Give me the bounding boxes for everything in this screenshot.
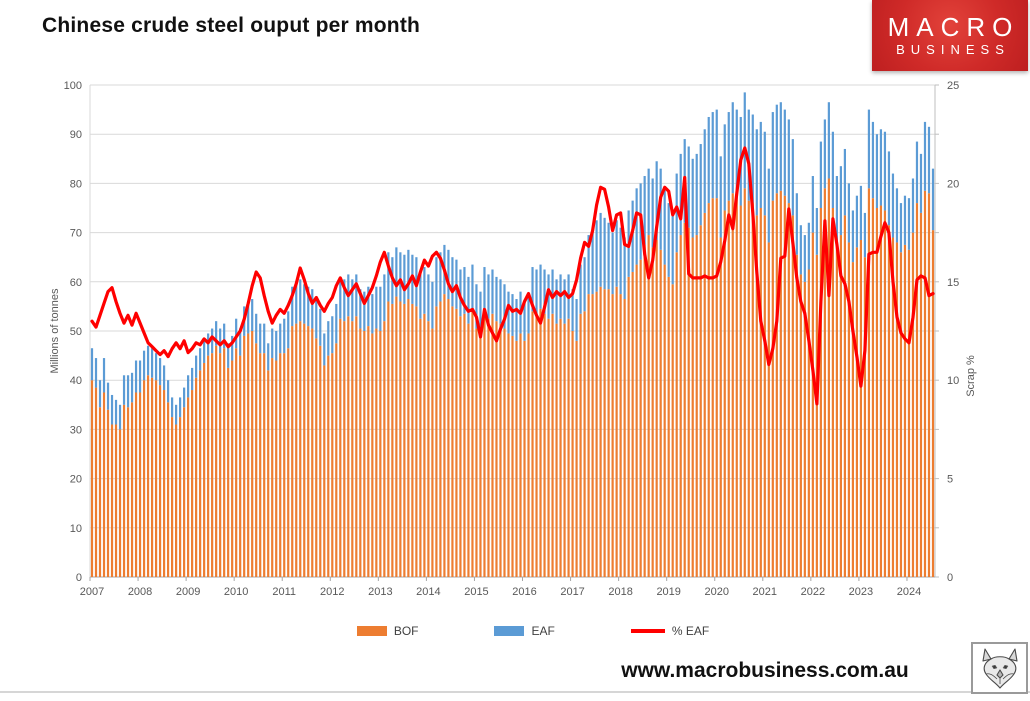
svg-text:70: 70 (70, 228, 82, 240)
svg-text:5: 5 (947, 474, 953, 486)
svg-text:2011: 2011 (272, 586, 296, 598)
svg-text:10: 10 (70, 523, 82, 535)
svg-text:Scrap %: Scrap % (965, 355, 977, 397)
footer-url[interactable]: www.macrobusiness.com.au (621, 659, 909, 682)
svg-text:0: 0 (76, 572, 82, 584)
svg-text:2007: 2007 (80, 586, 104, 598)
wolf-sketch-icon (981, 648, 1018, 689)
svg-text:2014: 2014 (416, 586, 440, 598)
svg-text:2008: 2008 (128, 586, 152, 598)
page-title: Chinese crude steel ouput per month (42, 14, 421, 37)
eaf-pct-line-swatch-icon (630, 629, 665, 633)
svg-text:80: 80 (70, 178, 82, 190)
bof-swatch-icon (356, 626, 387, 636)
eaf-swatch-icon (494, 626, 525, 636)
svg-text:2016: 2016 (512, 586, 536, 598)
svg-text:2023: 2023 (849, 586, 873, 598)
svg-text:2019: 2019 (656, 586, 680, 598)
svg-text:2020: 2020 (704, 586, 728, 598)
svg-text:2009: 2009 (176, 586, 200, 598)
legend-label-bof: BOF (393, 624, 419, 638)
svg-text:2018: 2018 (608, 586, 632, 598)
svg-text:60: 60 (70, 277, 82, 289)
svg-text:2024: 2024 (897, 586, 921, 598)
legend-item-eaf: EAF (494, 624, 555, 638)
wolf-logo (971, 642, 1028, 694)
svg-text:25: 25 (947, 80, 959, 92)
legend-label-eaf: EAF (531, 624, 555, 638)
logo-text-business: BUSINESS (896, 41, 1010, 57)
svg-text:20: 20 (947, 178, 959, 190)
chart-legend: BOF EAF % EAF (18, 620, 1030, 642)
svg-text:2013: 2013 (368, 586, 392, 598)
svg-text:2021: 2021 (753, 586, 777, 598)
svg-text:50: 50 (70, 326, 82, 338)
svg-text:2010: 2010 (224, 586, 248, 598)
svg-text:Millions of tonnes: Millions of tonnes (49, 288, 61, 373)
svg-text:0: 0 (947, 572, 953, 584)
svg-text:40: 40 (70, 375, 82, 387)
svg-text:20: 20 (70, 474, 82, 486)
logo-text-macro: MACRO (887, 12, 1020, 43)
macrobusiness-logo: MACRO BUSINESS (872, 0, 1028, 71)
svg-text:15: 15 (947, 277, 959, 289)
legend-item-bof: BOF (356, 624, 419, 638)
svg-text:10: 10 (947, 375, 959, 387)
svg-text:90: 90 (70, 129, 82, 141)
legend-item-eaf-pct: % EAF (630, 624, 710, 638)
svg-text:30: 30 (70, 424, 82, 436)
legend-label-eaf-pct: % EAF (671, 624, 710, 638)
bottom-divider (0, 691, 1030, 693)
svg-text:2012: 2012 (320, 586, 344, 598)
svg-text:100: 100 (64, 80, 82, 92)
svg-text:2022: 2022 (801, 586, 825, 598)
svg-text:2017: 2017 (560, 586, 584, 598)
svg-text:2015: 2015 (464, 586, 488, 598)
